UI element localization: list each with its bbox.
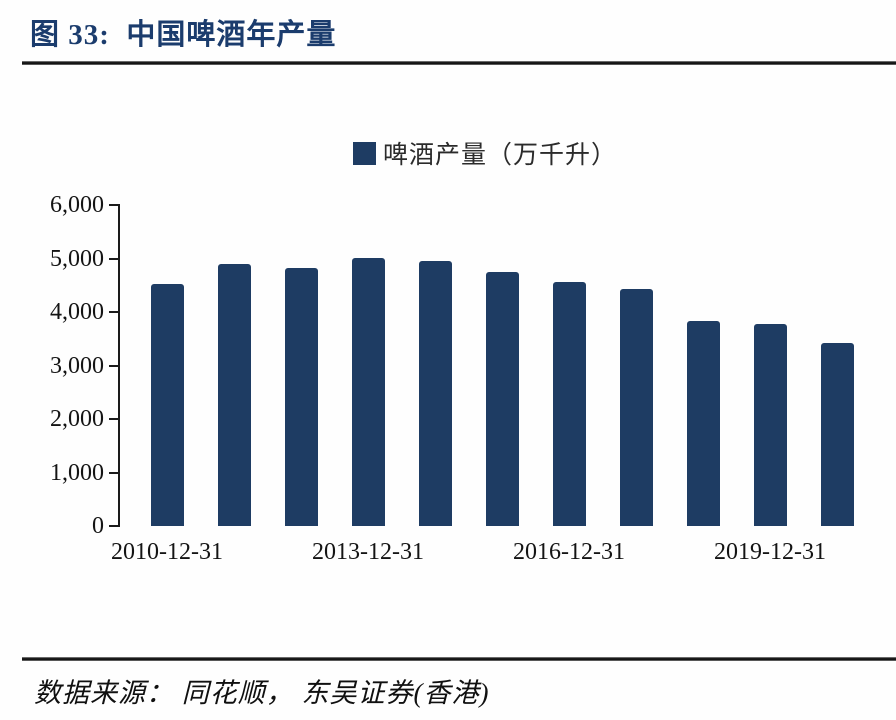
footer-divider bbox=[22, 657, 896, 661]
bar-2013-12-31 bbox=[351, 257, 385, 526]
y-axis-label: 5,000 bbox=[50, 245, 104, 272]
y-axis-tick bbox=[109, 525, 119, 527]
bar-2011-12-31 bbox=[217, 264, 251, 526]
y-axis-tick bbox=[109, 204, 119, 206]
bar-2014-12-31 bbox=[418, 260, 452, 526]
data-source: 数据来源： 同花顺， 东吴证券(香港) bbox=[34, 671, 489, 710]
y-axis-label: 2,000 bbox=[50, 406, 104, 432]
y-axis-tick bbox=[109, 418, 119, 420]
y-axis-line bbox=[118, 204, 120, 527]
y-axis-tick bbox=[109, 471, 119, 474]
x-axis-label: 2019-12-31 bbox=[714, 539, 826, 565]
y-axis-label: 6,000 bbox=[50, 192, 104, 218]
x-axis-label: 2016-12-31 bbox=[513, 539, 625, 565]
y-axis-label: 4,000 bbox=[50, 299, 104, 325]
y-axis-label: 1,000 bbox=[50, 459, 104, 486]
y-axis-tick bbox=[109, 257, 119, 260]
data-source-text: 数据来源： 同花顺， 东吴证券(香港) bbox=[34, 678, 490, 708]
y-axis-tick bbox=[109, 311, 119, 313]
bar-2012-12-31 bbox=[284, 267, 318, 526]
bar-2015-12-31 bbox=[485, 271, 519, 526]
bar-2019-12-31 bbox=[753, 323, 787, 526]
legend-square-icon bbox=[353, 141, 376, 165]
x-axis-label: 2010-12-31 bbox=[111, 539, 223, 565]
title-divider bbox=[22, 61, 896, 65]
y-axis-label: 0 bbox=[92, 513, 104, 539]
bar-2020-12-31 bbox=[820, 343, 854, 526]
bar-2017-12-31 bbox=[619, 288, 653, 526]
bar-2016-12-31 bbox=[552, 282, 586, 526]
y-axis-tick bbox=[109, 364, 119, 367]
y-axis-label: 3,000 bbox=[50, 352, 104, 379]
bar-2010-12-31 bbox=[150, 284, 184, 526]
figure-title: 图 33: 中国啤酒年产量 bbox=[30, 19, 337, 51]
legend: 啤酒产量（万千升） bbox=[353, 135, 617, 171]
bar-2018-12-31 bbox=[686, 321, 720, 526]
legend-label: 啤酒产量（万千升） bbox=[383, 142, 618, 169]
x-axis-label: 2013-12-31 bbox=[312, 539, 424, 565]
